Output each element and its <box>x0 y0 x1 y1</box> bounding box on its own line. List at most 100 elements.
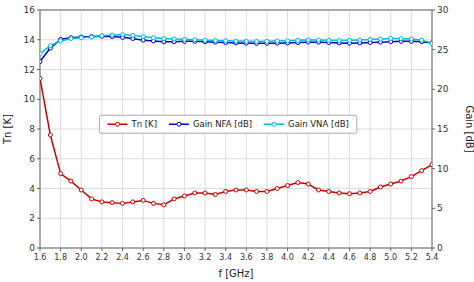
series-point <box>378 37 382 41</box>
series-point <box>255 39 259 43</box>
series-point <box>265 39 269 43</box>
x-tick <box>184 248 185 251</box>
series-point <box>69 37 73 41</box>
series-point <box>275 187 279 191</box>
chart: 1.61.82.02.22.42.62.83.03.23.43.63.84.04… <box>0 0 474 282</box>
y-tick <box>37 39 40 40</box>
x-tick <box>328 248 329 251</box>
series-point <box>182 194 186 198</box>
y-tick-label: 2 <box>29 213 35 223</box>
series-point <box>244 39 248 43</box>
series-point <box>358 38 362 42</box>
legend-label: Gain NFA [dB] <box>193 119 252 129</box>
legend-box <box>99 115 356 133</box>
series-point <box>327 189 331 193</box>
x-tick-label: 4.6 <box>343 253 356 262</box>
x-tick <box>122 248 123 251</box>
series-point <box>79 36 83 40</box>
x-tick-label: 4.0 <box>281 253 294 262</box>
series-point <box>141 35 145 39</box>
y-tick <box>37 99 40 100</box>
series-point <box>90 35 94 39</box>
series-point <box>151 36 155 40</box>
series-point <box>286 39 290 43</box>
y-tick-label: 12 <box>24 65 35 75</box>
series-point <box>306 182 310 186</box>
series-point <box>224 189 228 193</box>
data <box>40 33 432 207</box>
series-point <box>48 133 52 137</box>
grid-line-y <box>40 99 432 100</box>
y-tick-label: 16 <box>24 5 36 15</box>
x-tick-label: 3.4 <box>219 253 232 262</box>
x-tick-label: 4.4 <box>322 253 335 262</box>
series-point <box>389 182 393 186</box>
series-point <box>172 197 176 201</box>
grid-line-y <box>40 69 432 70</box>
series-line <box>40 78 432 204</box>
y2-tick <box>432 10 435 11</box>
series-point <box>59 172 63 176</box>
series-point <box>121 201 125 205</box>
series-point <box>399 37 403 41</box>
series-point <box>40 52 42 56</box>
y-tick <box>37 218 40 219</box>
series-point <box>275 39 279 43</box>
x-tick-label: 5.4 <box>426 253 439 262</box>
y-tick <box>37 69 40 70</box>
series-point <box>100 34 104 38</box>
x-tick-label: 3.0 <box>178 253 191 262</box>
series-point <box>131 33 135 37</box>
series-point <box>110 33 114 37</box>
y2-tick <box>432 89 435 90</box>
x-tick-label: 3.8 <box>261 253 274 262</box>
grid-line-y <box>40 218 432 219</box>
legend-marker <box>272 122 276 126</box>
series-point <box>69 179 73 183</box>
series-point <box>110 201 114 205</box>
grid-line-y <box>40 158 432 159</box>
series-point <box>203 191 207 195</box>
y2-tick <box>432 49 435 50</box>
x-tick <box>411 248 412 251</box>
series-point <box>59 39 63 43</box>
series-point <box>193 191 197 195</box>
y2-tick-label: 15 <box>437 124 448 134</box>
series-point <box>420 38 424 42</box>
series-point <box>347 192 351 196</box>
x-tick <box>390 248 391 251</box>
x-tick-label: 4.8 <box>364 253 377 262</box>
y2-tick-label: 20 <box>437 84 449 94</box>
legend-marker <box>177 122 181 126</box>
series-point <box>368 189 372 193</box>
y-tick <box>37 129 40 130</box>
x-tick <box>349 248 350 251</box>
series-point <box>182 37 186 41</box>
y2-tick-label: 30 <box>437 5 449 15</box>
series-point <box>286 184 290 188</box>
x-tick <box>143 248 144 251</box>
series-point <box>79 35 83 39</box>
series-point <box>193 38 197 42</box>
series-point <box>48 44 52 48</box>
plot-frame <box>40 10 432 248</box>
series-point <box>90 35 94 39</box>
series-point <box>389 36 393 40</box>
series-point <box>79 188 83 192</box>
x-tick <box>308 248 309 251</box>
legend-label: Gain VNA [dB] <box>288 119 349 129</box>
x-axis: 1.61.82.02.22.42.62.83.03.23.43.63.84.04… <box>34 248 439 262</box>
series-point <box>337 39 341 43</box>
y2-axis: 051015202530 <box>432 5 449 253</box>
x-tick-label: 1.6 <box>34 253 47 262</box>
y2-axis-label: Gain [dB] <box>464 105 474 152</box>
series-point <box>317 38 321 42</box>
legend-label: Tn [K] <box>130 119 157 129</box>
series-point <box>327 38 331 42</box>
series-point <box>162 203 166 207</box>
y2-tick <box>432 248 435 249</box>
series-point <box>131 200 135 204</box>
series-point <box>224 39 228 43</box>
x-tick <box>370 248 371 251</box>
x-tick <box>266 248 267 251</box>
